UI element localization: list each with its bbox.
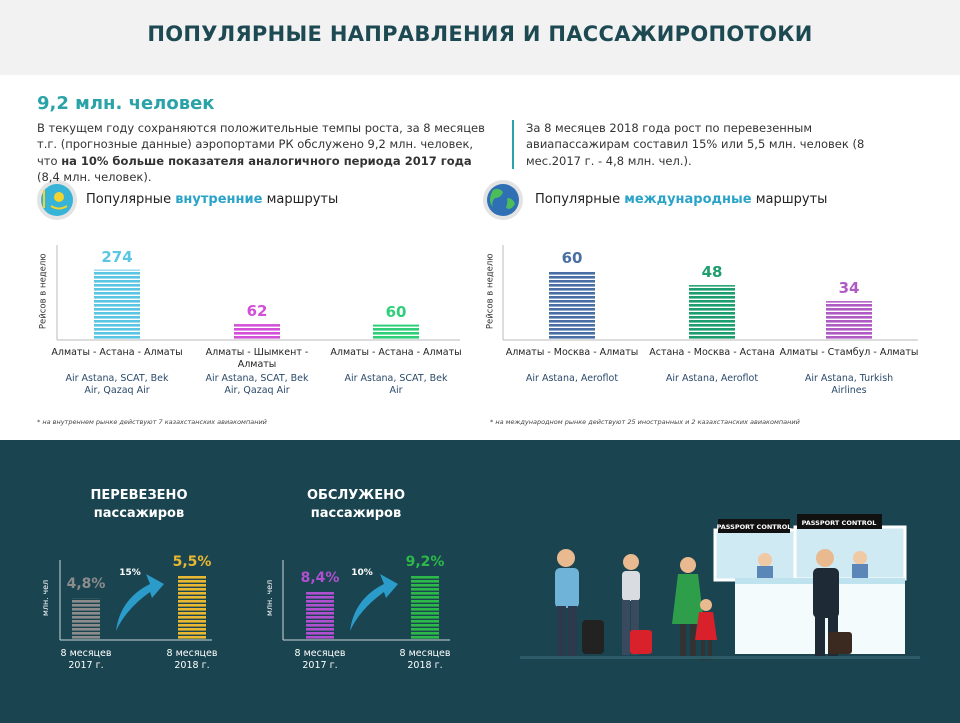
airlines: Air Astana, SCAT, Bek Air, Qazaq Air bbox=[205, 373, 309, 396]
value-label: 34 bbox=[838, 279, 860, 298]
x-tick-label: Астана - Москва - Астана bbox=[649, 347, 775, 358]
x-tick-label: 8 месяцев 2018 г. bbox=[399, 648, 451, 671]
chart-title: ПЕРЕВЕЗЕНО bbox=[90, 488, 188, 503]
x-tick-label: Алматы - Астана - Алматы bbox=[330, 347, 462, 358]
footnote: * на международном рынке действуют 25 ин… bbox=[490, 418, 800, 426]
sign-label: PASSPORT CONTROL bbox=[802, 519, 877, 527]
chart-title-part: маршруты bbox=[262, 192, 339, 207]
y-axis-label: млн. чел bbox=[265, 579, 274, 617]
bar bbox=[826, 301, 872, 340]
bar bbox=[411, 576, 439, 640]
x-tick-label: 8 месяцев 2018 г. bbox=[166, 648, 218, 671]
chart-title-part: маршруты bbox=[751, 192, 828, 207]
value-label: 60 bbox=[385, 302, 407, 321]
sign-label: PASSPORT CONTROL bbox=[717, 523, 792, 531]
bar bbox=[306, 592, 334, 640]
intro-text: В текущем году сохраняются положительные… bbox=[37, 121, 485, 168]
x-tick-label: 8 месяцев 2017 г. bbox=[294, 648, 346, 671]
x-tick-label: Алматы - Шымкент - Алматы bbox=[205, 347, 309, 370]
side-text: За 8 месяцев 2018 года рост по перевезен… bbox=[512, 120, 906, 169]
growth-annotation: 15% bbox=[119, 568, 141, 578]
header bbox=[0, 0, 960, 75]
bar bbox=[178, 576, 206, 640]
airlines: Air Astana, SCAT, Bek Air, Qazaq Air bbox=[65, 373, 169, 396]
bar bbox=[72, 598, 100, 640]
value-label: 62 bbox=[246, 302, 268, 321]
airlines: Air Astana, Aeroflot bbox=[665, 373, 759, 384]
bar bbox=[549, 271, 595, 340]
growth-arrow bbox=[350, 574, 398, 631]
y-axis-label: млн. чел bbox=[41, 579, 50, 617]
bar bbox=[689, 285, 735, 340]
value-label: 8,4% bbox=[300, 570, 340, 586]
chart-title-part: Популярные bbox=[86, 192, 176, 207]
chart-title: ОБСЛУЖЕНО bbox=[306, 488, 406, 503]
value-label: 9,2% bbox=[405, 554, 445, 570]
value-label: 274 bbox=[101, 247, 133, 266]
passport-control-illustration bbox=[520, 514, 920, 660]
intro-bold: на 10% больше показателя аналогичного пе… bbox=[61, 153, 472, 168]
value-label: 60 bbox=[561, 249, 583, 268]
x-tick-label: Алматы - Стамбул - Алматы bbox=[779, 347, 919, 358]
x-tick-label: 8 месяцев 2017 г. bbox=[60, 648, 112, 671]
headline: 9,2 млн. человек bbox=[37, 93, 215, 114]
bar bbox=[94, 269, 140, 340]
intro-end: (8,4 млн. человек). bbox=[37, 169, 152, 184]
growth-arrow bbox=[116, 574, 164, 631]
bar bbox=[373, 324, 419, 340]
chart-title-part: международные bbox=[624, 192, 752, 207]
value-label: 4,8% bbox=[66, 576, 106, 593]
y-axis-label: Рейсов в неделю bbox=[485, 252, 496, 329]
airlines: Air Astana, SCAT, Bek Air bbox=[344, 373, 448, 396]
chart-title-part: внутренние bbox=[175, 192, 263, 207]
page-title: ПОПУЛЯРНЫЕ НАПРАВЛЕНИЯ И ПАССАЖИРОПОТОКИ bbox=[147, 22, 813, 46]
chart-title: Популярные международные маршруты bbox=[535, 192, 827, 208]
footnote: * на внутреннем рынке действуют 7 казахс… bbox=[37, 418, 267, 426]
chart-title-part: Популярные bbox=[535, 192, 625, 207]
kz-flag-icon bbox=[37, 180, 77, 220]
airlines: Air Astana, Aeroflot bbox=[525, 373, 619, 384]
value-label: 5,5% bbox=[172, 554, 212, 570]
value-label: 48 bbox=[701, 263, 723, 282]
chart-title: Популярные внутренние маршруты bbox=[86, 192, 338, 208]
chart-title: пассажиров bbox=[93, 506, 185, 521]
y-axis-label: Рейсов в неделю bbox=[38, 252, 49, 329]
x-tick-label: Алматы - Москва - Алматы bbox=[505, 347, 639, 358]
airlines: Air Astana, Turkish Airlines bbox=[804, 373, 894, 396]
x-tick-label: Алматы - Астана - Алматы bbox=[51, 347, 183, 358]
bar bbox=[234, 324, 280, 340]
globe-icon bbox=[483, 180, 523, 220]
growth-annotation: 10% bbox=[351, 568, 373, 578]
chart-title: пассажиров bbox=[310, 506, 402, 521]
intro-text: В текущем году сохраняются положительные… bbox=[37, 120, 487, 185]
